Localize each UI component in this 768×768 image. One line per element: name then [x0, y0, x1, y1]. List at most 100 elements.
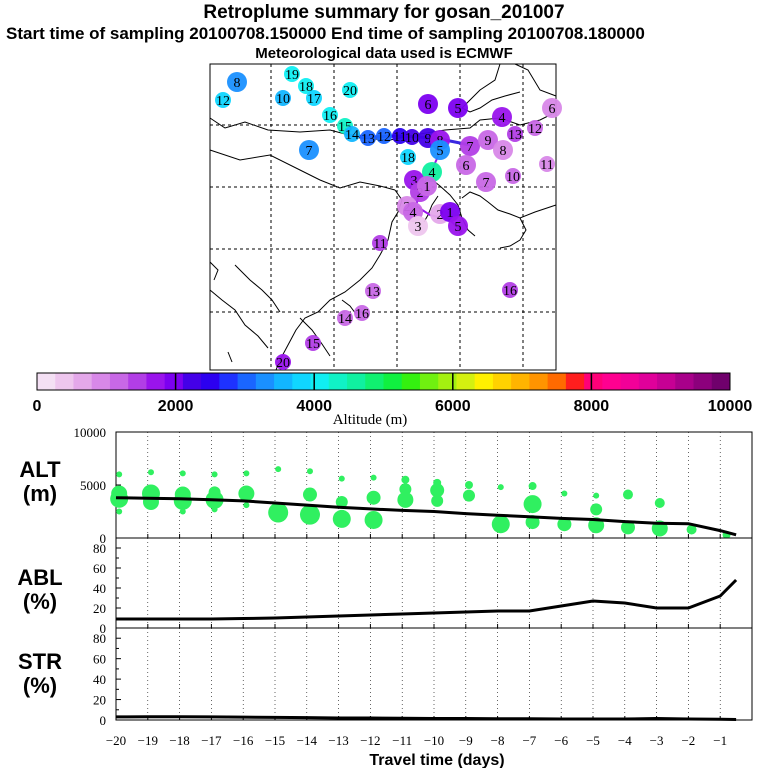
x-tick-label: −12	[360, 733, 380, 748]
particle-point	[338, 475, 345, 482]
map-marker-label: 14	[345, 128, 359, 143]
particle-point	[142, 493, 159, 510]
map-marker-dot	[404, 129, 420, 145]
colorbar-swatch	[511, 373, 530, 390]
colorbar-swatch	[529, 373, 549, 390]
x-tick-label: −1	[713, 733, 727, 748]
colorbar-swatch	[474, 373, 494, 390]
map-marker-label: 8	[234, 76, 241, 91]
map-marker-dot	[337, 310, 353, 326]
map-marker-dot	[456, 155, 476, 175]
map-marker-label: 7	[467, 140, 474, 155]
y-tick-label: 20	[93, 601, 106, 616]
map-marker-dot	[392, 128, 408, 144]
retroplume-map: 1918172016151413121110987651843217243215…	[209, 63, 562, 371]
x-tick-label: −14	[297, 733, 318, 748]
map-marker-label: 18	[299, 80, 313, 95]
map-marker-label: 18	[401, 151, 415, 166]
x-tick-label: −2	[681, 733, 695, 748]
particle-point	[370, 474, 377, 481]
colorbar-swatch	[401, 373, 421, 390]
colorbar-swatch	[37, 373, 56, 390]
colorbar-swatch	[693, 373, 713, 390]
particle-point	[243, 470, 250, 477]
colorbar-swatch	[365, 373, 384, 390]
map-marker-dot	[306, 90, 322, 106]
x-axis-title: Travel time (days)	[369, 752, 504, 768]
particle-point	[238, 485, 255, 502]
map-markers: 1918172016151413121110987651843217243215…	[215, 66, 562, 371]
particle-point	[431, 494, 444, 507]
colorbar-swatch	[383, 373, 403, 390]
particle-point	[179, 470, 186, 477]
map-marker-dot	[284, 66, 300, 82]
panel-frame	[115, 627, 753, 721]
map-marker-dot	[275, 354, 291, 370]
colorbar-swatch	[73, 373, 93, 390]
particle-point	[622, 489, 633, 500]
particle-point	[397, 491, 414, 508]
map-marker-label: 13	[366, 285, 380, 300]
altitude-colorbar: 0 2000 4000 6000 8000 10000 Altitude (m)	[33, 372, 752, 428]
colorbar-swatch	[274, 373, 293, 390]
particle-point	[593, 492, 600, 499]
map-marker-label: 9	[485, 134, 492, 149]
map-marker-dot	[448, 98, 468, 118]
map-marker-dot	[365, 283, 381, 299]
panel-1: 80 60 40 20 0	[93, 537, 753, 636]
particle-point	[523, 495, 542, 514]
particle-point	[590, 503, 603, 516]
particle-point	[491, 515, 510, 534]
map-marker-label: 4	[499, 111, 506, 126]
particle-point	[364, 510, 383, 529]
map-marker-label: 4	[429, 166, 436, 181]
map-marker-label: 16	[355, 307, 369, 322]
y-tick-label: 40	[93, 581, 106, 596]
particle-point	[147, 469, 154, 476]
map-marker-dot	[527, 120, 543, 136]
map-marker-dot	[322, 107, 338, 123]
map-marker-label: 20	[276, 356, 290, 371]
colorbar-swatch	[182, 373, 202, 390]
x-tick-label: −20	[106, 733, 126, 748]
map-marker-label: 10	[506, 170, 520, 185]
colorbar-swatch	[219, 373, 239, 390]
particle-point	[116, 508, 123, 515]
map-marker-label: 7	[483, 176, 490, 191]
map-marker-label: 2	[437, 208, 444, 223]
particle-point	[173, 491, 192, 510]
particle-point	[464, 481, 473, 489]
map-marker-dot	[493, 140, 513, 160]
colorbar-swatch	[164, 373, 184, 390]
series-line	[115, 496, 737, 537]
map-marker-dot	[460, 136, 480, 156]
y-tick-label: 5000	[80, 478, 106, 493]
x-tick-label: −11	[392, 733, 412, 748]
colorbar-swatch	[438, 373, 457, 390]
x-tick-label: −4	[618, 733, 632, 748]
particle-point	[430, 483, 445, 498]
map-marker-label: 7	[306, 144, 313, 159]
particle-point	[306, 468, 313, 475]
y-tick-label: 10000	[74, 425, 107, 440]
map-marker-dot	[430, 140, 450, 160]
colorbar-swatch	[711, 373, 731, 390]
map-marker-label: 13	[508, 128, 522, 143]
colorbar-swatch	[565, 373, 585, 390]
particle-point	[399, 483, 412, 496]
colorbar-swatch	[657, 373, 676, 390]
map-marker-label: 5	[455, 220, 462, 235]
map-marker-label: 11	[373, 237, 386, 252]
map-marker-dot	[507, 126, 523, 142]
colorbar-swatch	[237, 373, 257, 390]
map-marker-dot	[344, 126, 360, 142]
map-marker-label: 6	[549, 102, 556, 117]
colorbar-swatch	[128, 373, 147, 390]
map-marker-label: 16	[323, 109, 337, 124]
map-marker-label: 5	[437, 144, 444, 159]
colorbar-frame	[36, 372, 731, 391]
map-marker-dot	[342, 82, 358, 98]
map-marker-label: 13	[361, 132, 375, 147]
y-tick-label: 40	[93, 672, 106, 687]
map-marker-dot	[542, 98, 562, 118]
